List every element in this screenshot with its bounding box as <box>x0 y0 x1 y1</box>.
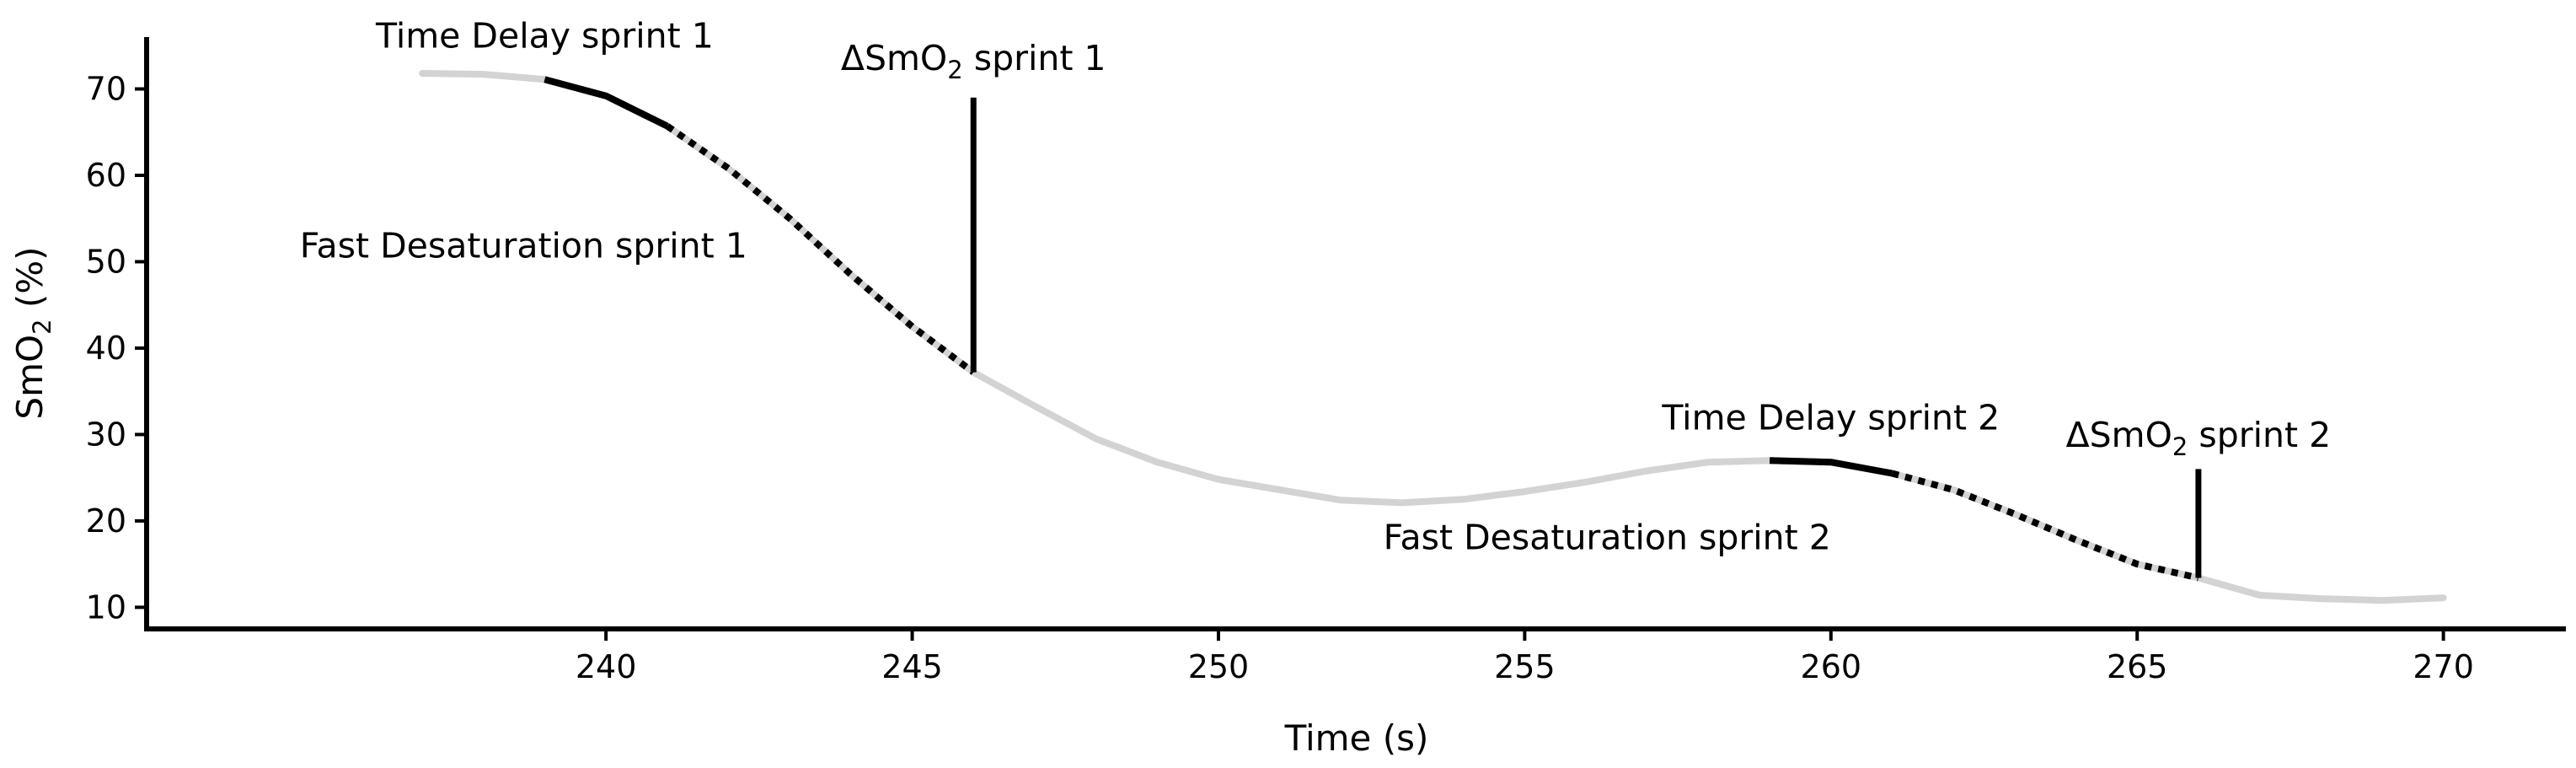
annotation-label-6: Fast Desaturation sprint 2 <box>1384 518 1831 558</box>
y-tick-label: 20 <box>86 502 126 540</box>
time-delay-segment-1 <box>544 76 669 130</box>
annotation-label-2: ΔSmO2 sprint 1 <box>841 38 1106 84</box>
y-axis-title: SmO2 (%) <box>9 246 56 419</box>
time-delay-segment-2 <box>1769 457 1893 477</box>
axes <box>144 37 2566 631</box>
annotation-label-4: Time Delay sprint 2 <box>1661 397 2000 438</box>
fast-desaturation-segment-1 <box>665 123 976 375</box>
y-axis-title-unit: (%) <box>9 246 51 319</box>
x-tick-label: 240 <box>576 648 637 685</box>
x-tick-label: 265 <box>2107 648 2168 685</box>
y-tick-label: 60 <box>86 157 126 194</box>
y-tick-label: 10 <box>86 588 126 626</box>
annotations: Time Delay sprint 1 ΔSmO2 sprint 1 Fast De… <box>300 15 2331 557</box>
x-tick-label: 250 <box>1188 648 1250 685</box>
delta-markers <box>970 97 2202 578</box>
annotation-label-5: ΔSmO2 sprint 2 <box>2066 415 2332 461</box>
x-tick-label: 270 <box>2413 648 2474 685</box>
x-tick-label: 255 <box>1494 648 1556 685</box>
y-tick-label: 30 <box>86 416 126 453</box>
fast-desaturation-segment-2 <box>1891 470 2199 582</box>
x-axis-title: Time (s) <box>1284 717 1429 759</box>
y-axis-title-sub: 2 <box>28 319 56 334</box>
y-axis-title-base: SmO <box>9 335 51 420</box>
ticks: 240 245 250 255 260 265 270 10 20 30 40 50 60 70 <box>86 70 2474 685</box>
y-tick-label: 50 <box>86 243 126 280</box>
y-tick-label: 40 <box>86 330 126 367</box>
highlight-segments <box>544 76 2199 582</box>
annotation-label-1: Time Delay sprint 1 <box>375 15 714 56</box>
x-tick-label: 260 <box>1801 648 1862 685</box>
x-tick-label: 245 <box>881 648 943 685</box>
y-tick-label: 70 <box>86 70 126 107</box>
annotation-label-3: Fast Desaturation sprint 1 <box>300 225 747 266</box>
